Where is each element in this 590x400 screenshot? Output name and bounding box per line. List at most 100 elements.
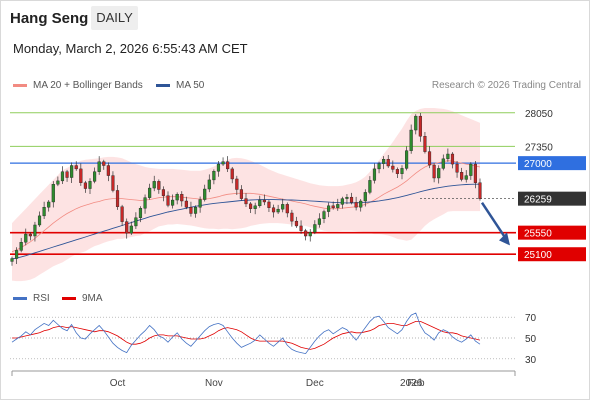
candle-body [267,201,271,208]
candle-body [400,168,404,174]
candle-body [235,178,239,190]
candle-body [129,225,133,234]
candle-body [134,217,138,227]
candle-body [249,203,253,209]
candle-body [244,198,248,205]
candle-body [331,205,335,208]
candle-body [446,153,450,160]
legend-rsi-ma: 9MA [62,293,103,304]
candle-body [221,161,225,165]
candle-body [198,199,202,208]
candle-body [418,115,422,137]
candle-body [102,161,106,166]
level-label-27000: 27000 [524,159,552,170]
candle-body [253,205,257,209]
candle-body [106,165,110,176]
candle-body [143,197,147,209]
level-label-26259: 26259 [524,195,552,206]
level-tag-27000 [518,156,586,171]
candle-body [405,150,409,169]
candle-body [455,163,459,173]
candle-body [294,220,299,227]
candle-body [42,207,46,217]
candle-body [33,224,37,237]
level-label-27350: 27350 [525,142,553,153]
candle-body [345,196,349,199]
timeframe-button[interactable]: DAILY [91,6,138,30]
legend-rsi-ma-label: 9MA [82,293,103,304]
candle-body [354,202,358,208]
candle-body [60,171,65,182]
candle-body [386,159,390,167]
legend-bollinger: MA 20 + Bollinger Bands [13,80,143,91]
level-label-28050: 28050 [525,109,553,120]
rsi-line [11,312,481,355]
level-label-25100: 25100 [524,250,552,261]
candle-body [340,198,344,205]
level-tag-25550 [518,225,586,240]
level-tag-26259 [518,191,586,206]
candle-body [441,158,445,169]
candle-body [138,207,143,218]
x-tick-label: Feb [407,378,425,389]
candle-body [83,182,87,189]
candle-body [308,231,312,237]
candle-body [148,187,152,198]
candle-body [276,208,280,213]
x-tick-label: Nov [205,378,223,389]
rsi-swatch [13,297,27,300]
legend-bollinger-label: MA 20 + Bollinger Bands [33,80,143,91]
rsi-level-label-70: 70 [525,313,537,324]
candle-body [157,181,161,190]
candle-body [28,233,32,237]
candle-body [258,199,262,207]
legend-rsi: RSI [13,293,50,304]
candle-body [65,171,69,178]
candle-body [317,218,321,225]
candle-body [290,212,294,222]
candle-body [230,168,234,180]
level-label-25550: 25550 [524,229,552,240]
candle-body [395,169,399,174]
candle-body [47,201,51,208]
candle-body [450,153,455,165]
level-tag-25100 [518,247,586,262]
candle-body [24,233,28,243]
report-datetime: Monday, March 2, 2026 6:55:43 AM CET [13,41,248,56]
candle-body [79,168,83,183]
candle-body [409,129,413,151]
candle-body [391,165,395,170]
candle-body [212,171,216,181]
candle-body [74,165,78,170]
candle-body [93,171,97,182]
candle-body [349,196,354,203]
candle-body [359,200,363,208]
rsi-level-label-30: 30 [525,355,537,366]
legend-rsi-label: RSI [33,293,50,304]
candle-body [125,221,129,234]
credit-text: Research © 2026 Trading Central [431,80,581,91]
candle-body [203,188,207,200]
candle-body [473,163,477,183]
candle-body [382,159,386,164]
candle-body [299,225,303,231]
candle-body [313,224,317,233]
candle-body [304,230,308,237]
candle-body [120,206,124,222]
candle-body [377,163,381,170]
candle-body [285,204,289,214]
instrument-title: Hang Seng [10,10,89,27]
candle-body [189,207,193,214]
candle-body [437,168,441,179]
candle-body [171,199,175,206]
candle-body [180,194,184,202]
candle-body [239,189,243,199]
candle-body [460,172,464,180]
candle-body [372,168,377,181]
candle-body [414,115,418,131]
forecast-arrow [480,201,509,242]
candle-body [226,161,230,170]
candle-body [152,181,156,189]
candle-body [469,163,473,176]
